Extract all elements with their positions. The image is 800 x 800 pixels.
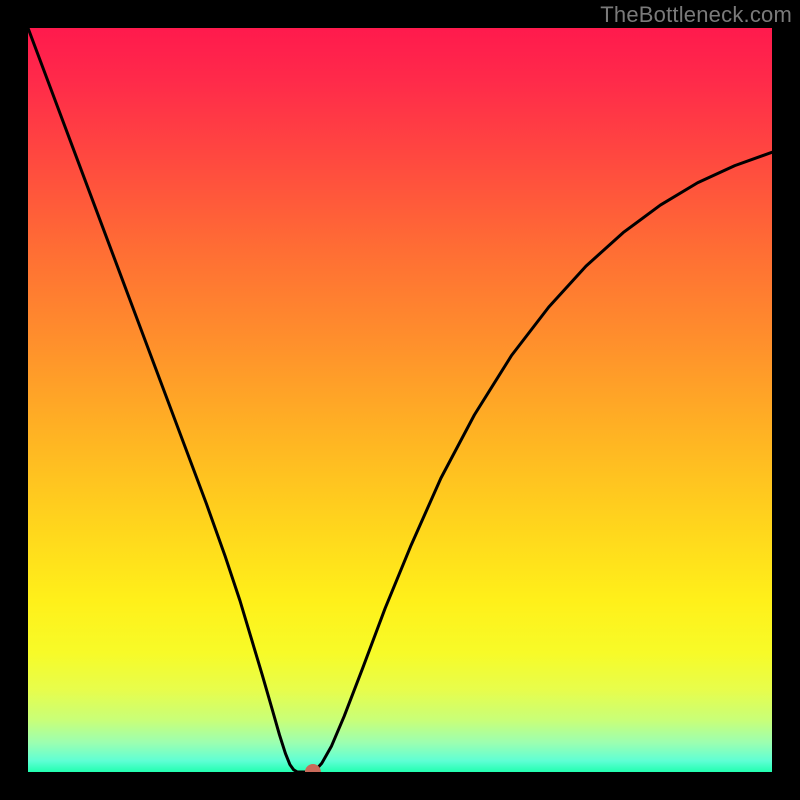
plot-area (28, 28, 772, 772)
chart-container: TheBottleneck.com (0, 0, 800, 800)
chart-svg (28, 28, 772, 772)
watermark-text: TheBottleneck.com (600, 2, 792, 28)
bottleneck-curve (28, 28, 772, 772)
